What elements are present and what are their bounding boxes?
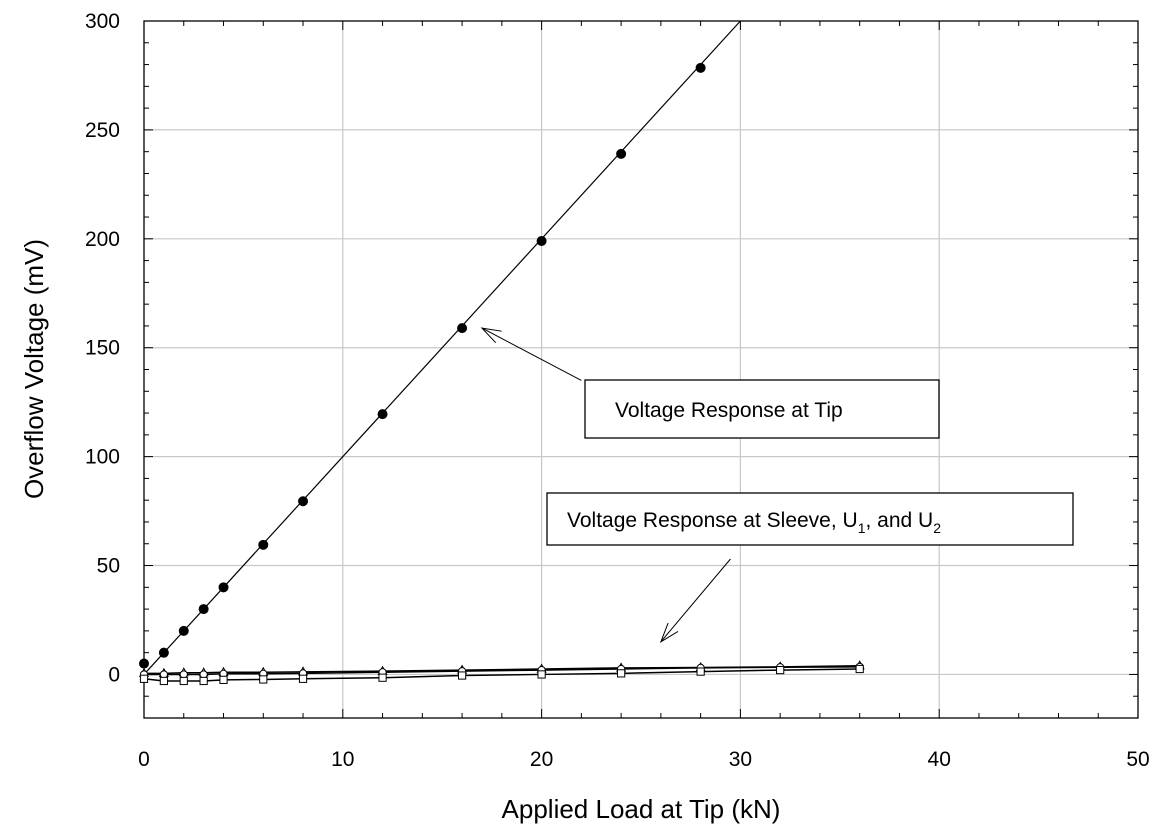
series-open-square: [139, 664, 864, 686]
data-point: [258, 539, 269, 550]
data-point: [298, 496, 309, 507]
data-point: [259, 675, 268, 684]
series-filled-circle: [139, 62, 706, 669]
annotation-tip: Voltage Response at Tip: [480, 327, 940, 439]
x-tick-label: 40: [928, 748, 951, 771]
data-point: [457, 323, 468, 334]
data-point: [199, 676, 208, 686]
data-point: [537, 670, 546, 679]
x-tick-label: 50: [1126, 748, 1149, 771]
annotation-sleeve-text-b: , and U: [866, 509, 934, 532]
annotation-sleeve-text-a: Voltage Response at Sleeve, U: [567, 509, 858, 532]
data-point: [616, 148, 627, 159]
data-point: [159, 676, 168, 686]
y-tick-label: 150: [85, 337, 120, 360]
axis-ticks: 0 10 20 30 40 50 0 50 100 150 200 250 300: [85, 10, 1150, 771]
data-point: [378, 673, 387, 682]
data-point: [179, 676, 188, 686]
data-point: [139, 674, 149, 683]
data-point: [617, 669, 626, 678]
data-point: [855, 664, 864, 674]
tip-fit-line: [143, 20, 741, 675]
x-tick-label: 20: [530, 748, 553, 771]
x-tick-label: 0: [138, 748, 150, 771]
y-tick-label: 250: [85, 119, 120, 142]
y-tick-label: 0: [108, 663, 120, 686]
data-point: [219, 675, 228, 684]
data-point: [198, 604, 209, 615]
annotation-sleeve: Voltage Response at Sleeve, U1, and U2: [546, 492, 1074, 643]
data-point: [536, 235, 547, 246]
data-point: [696, 667, 705, 676]
data-point: [776, 665, 785, 675]
annotation-sleeve-sub-1: 1: [858, 520, 866, 536]
y-tick-label: 200: [85, 228, 120, 251]
arrow-head: [480, 327, 502, 344]
arrow-shaft: [660, 558, 731, 643]
annotation-tip-box: [584, 379, 940, 439]
y-axis-title: Overflow Voltage (mV): [19, 239, 49, 499]
annotation-sleeve-text: Voltage Response at Sleeve, U1, and U2: [567, 509, 941, 536]
annotation-tip-arrow: [480, 327, 582, 381]
data-point: [377, 409, 388, 420]
arrow-head: [659, 622, 679, 643]
x-tick-label: 10: [331, 748, 354, 771]
data-point: [218, 582, 229, 593]
annotation-tip-text: Voltage Response at Tip: [615, 399, 843, 422]
arrow-shaft: [481, 327, 582, 381]
y-tick-label: 100: [85, 446, 120, 469]
x-axis-title: Applied Load at Tip (kN): [502, 794, 781, 824]
data-point: [695, 62, 706, 73]
data-point: [158, 647, 169, 658]
x-tick-label: 30: [729, 748, 752, 771]
data-series: [138, 20, 865, 686]
data-point: [457, 671, 467, 680]
grid: [144, 21, 1138, 718]
data-point: [298, 674, 308, 683]
data-point: [178, 625, 189, 636]
annotation-sleeve-box: [546, 492, 1074, 546]
y-tick-label: 300: [85, 10, 120, 33]
annotation-sleeve-arrow: [659, 558, 731, 643]
plot-area-frame: [143, 20, 1139, 719]
data-point: [139, 658, 149, 669]
annotation-sleeve-sub-2: 2: [933, 520, 941, 536]
y-tick-label: 50: [97, 555, 120, 578]
